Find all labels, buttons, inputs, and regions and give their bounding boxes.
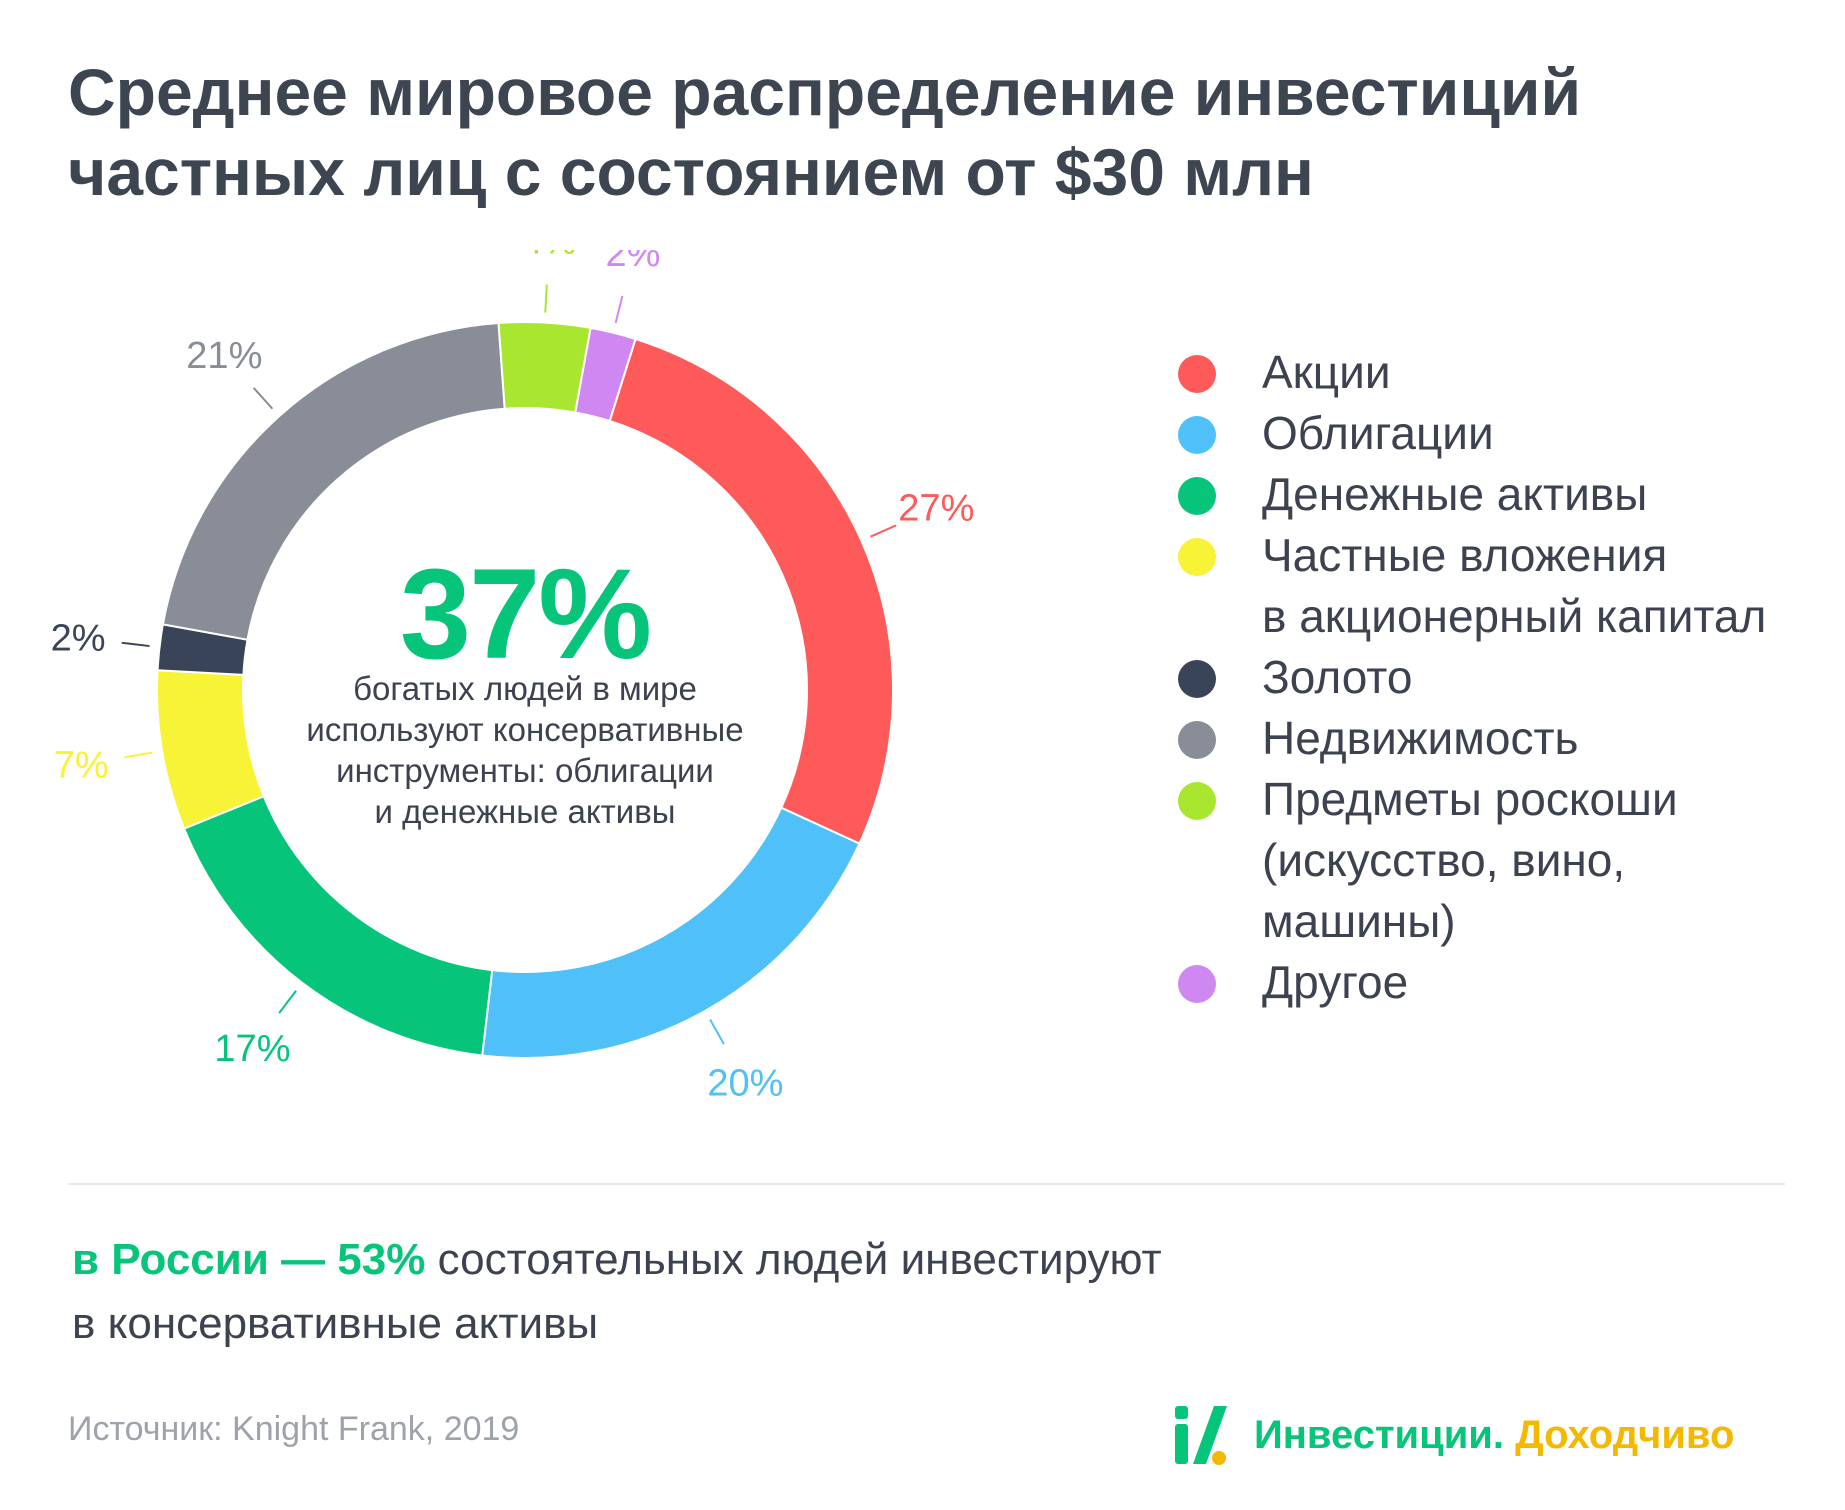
label-leader-line (870, 524, 897, 538)
slice-value-label: 20% (707, 1062, 783, 1104)
legend-item: Денежные активы (1170, 464, 1830, 525)
label-leader-line (121, 641, 150, 648)
legend-dot-icon (1178, 782, 1216, 820)
legend-item: Акции (1170, 342, 1830, 403)
legend-label: Акции (1262, 346, 1391, 398)
donut-slice (182, 794, 494, 1057)
slice-value-label: 2% (51, 618, 106, 660)
legend-label: Золото (1262, 651, 1413, 703)
legend-item: Частные вложения в акционерный капитал (1170, 525, 1830, 647)
legend-item: Другое (1170, 952, 1830, 1013)
slice-value-label: 21% (186, 335, 262, 377)
legend-item: Недвижимость (1170, 708, 1830, 769)
donut-slice (574, 326, 637, 423)
donut-chart: 27% 20% 17% 7% 2% 21% 4% 2% (51, 250, 975, 1104)
donut-slice (481, 806, 861, 1059)
brand-name: Инвестиции. Доходчиво (1254, 1413, 1734, 1458)
legend-item: Облигации (1170, 403, 1830, 464)
legend-label: Денежные активы (1262, 468, 1648, 520)
legend-dot-icon (1178, 416, 1216, 454)
chart-legend: Акции Облигации Денежные активы Частные вло… (1170, 342, 1830, 1013)
legend-label: в акционерный капитал (1262, 590, 1767, 642)
legend-label: Облигации (1262, 407, 1494, 459)
brand-logo: Инвестиции. Доходчиво (1172, 1400, 1734, 1470)
legend-dot-icon (1178, 477, 1216, 515)
page-title: Среднее мировое распределение инвестиций… (68, 52, 1768, 212)
russia-note: в России — 53% состоятельных людей инвес… (72, 1228, 1672, 1356)
center-caption-line-4: и денежные активы (374, 793, 676, 830)
label-leader-line (278, 990, 297, 1014)
source-caption: Источник: Knight Frank, 2019 (68, 1410, 520, 1448)
slice-value-label: 7% (54, 744, 109, 786)
legend-item: Золото (1170, 647, 1830, 708)
legend-label: Другое (1262, 956, 1409, 1008)
legend-dot-icon (1178, 660, 1216, 698)
title-line-2: частных лиц с состоянием от $30 млн (68, 135, 1314, 209)
russia-note-rest: состоятельных людей инвестируют (425, 1235, 1162, 1284)
title-line-1: Среднее мировое распределение инвестиций (68, 55, 1582, 129)
slice-value-label: 17% (214, 1028, 290, 1070)
russia-note-line-1: в России — 53% состоятельных людей инвес… (72, 1228, 1672, 1292)
slice-value-label: 2% (605, 250, 660, 275)
center-percentage: 37% (399, 543, 652, 686)
legend-label: Недвижимость (1262, 712, 1579, 764)
center-caption-line-3: инструменты: облигации (336, 752, 714, 789)
russia-note-line-2: в консервативные активы (72, 1299, 599, 1348)
divider (68, 1183, 1785, 1185)
legend-label: машины) (1262, 895, 1456, 947)
legend-dot-icon (1178, 538, 1216, 576)
slice-value-label: 27% (898, 488, 974, 530)
center-caption-line-1: богатых людей в мире (353, 670, 697, 707)
center-caption-line-2: используют консервативные (306, 711, 744, 748)
label-leader-line (709, 1019, 725, 1045)
slice-value-label: 4% (522, 250, 577, 263)
legend-label: Предметы роскоши (1262, 773, 1678, 825)
legend-dot-icon (1178, 355, 1216, 393)
legend-item: Предметы роскоши (искусство, вино, машины) (1170, 769, 1830, 952)
label-leader-line (544, 284, 548, 313)
label-leader-line (614, 295, 624, 324)
legend-dot-icon (1178, 721, 1216, 759)
brand-name-part-2: Доходчиво (1515, 1412, 1735, 1457)
legend-dot-icon (1178, 965, 1216, 1003)
center-caption: богатых людей в мире используют консерва… (245, 668, 805, 832)
label-leader-line (124, 751, 153, 759)
brand-name-part-1: Инвестиции. (1254, 1412, 1504, 1457)
legend-label: Частные вложения (1262, 529, 1668, 581)
donut-slice (608, 337, 894, 845)
label-leader-line (252, 387, 274, 410)
legend-label: (искусство, вино, (1262, 834, 1626, 886)
russia-note-highlight: в России — 53% (72, 1235, 426, 1284)
brand-logo-icon (1175, 1406, 1227, 1465)
